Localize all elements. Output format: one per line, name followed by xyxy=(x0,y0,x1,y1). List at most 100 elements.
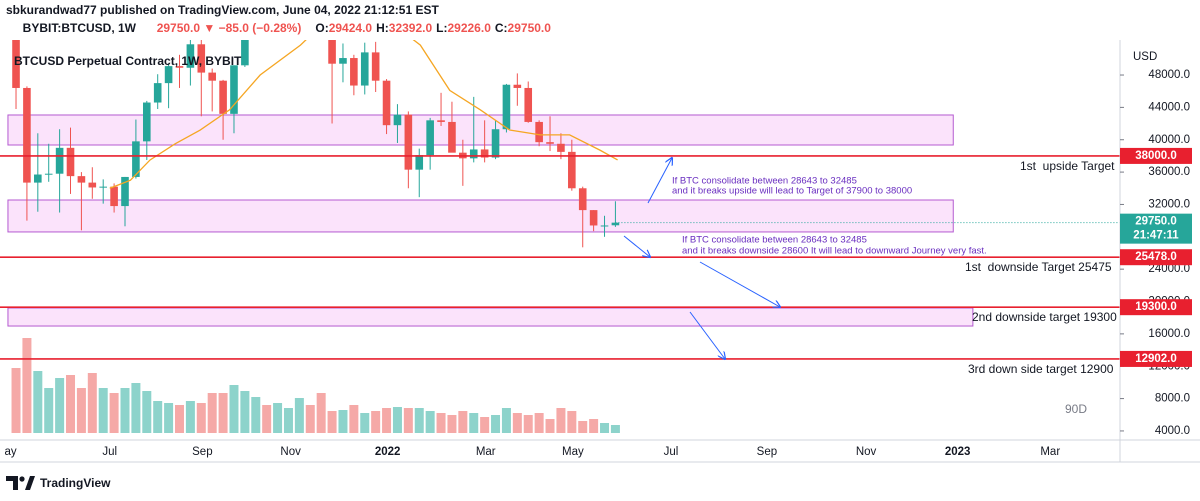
price-label: 29750.0 xyxy=(1135,216,1177,228)
price-pane xyxy=(7,40,974,433)
volume-bar xyxy=(382,408,392,433)
chart-title: BTCUSD Perpetual Contract, 1W, BYBIT xyxy=(14,54,242,68)
volume-bar xyxy=(371,411,381,433)
y-tick-label: 40000.0 xyxy=(1148,134,1190,146)
arrow xyxy=(647,158,672,204)
candle-body xyxy=(524,87,533,122)
volume-bar xyxy=(512,413,522,433)
volume-bar xyxy=(491,415,501,433)
candle-body xyxy=(77,176,86,183)
volume-bar xyxy=(55,378,65,433)
candle-body xyxy=(469,149,478,159)
candle-body xyxy=(568,151,576,189)
volume-bar xyxy=(87,373,97,433)
y-tick-label: 24000.0 xyxy=(1148,263,1190,275)
volume-bar xyxy=(360,413,370,433)
volume-bar xyxy=(131,383,141,433)
candle-body xyxy=(230,65,238,114)
volume-bar xyxy=(436,413,446,433)
candle-body xyxy=(328,40,336,64)
note: and it breaks upside will lead to Target… xyxy=(672,186,912,197)
brand: TradingView xyxy=(40,476,111,490)
x-tick-label: Nov xyxy=(856,446,877,458)
ohlc-value: 29750.0 xyxy=(508,21,552,35)
candle-body xyxy=(382,80,391,126)
volume-bar xyxy=(66,375,76,433)
volume-bar xyxy=(109,393,119,433)
volume-bar xyxy=(262,405,272,433)
y-axis-label: USD xyxy=(1133,51,1157,63)
candle-body xyxy=(175,66,184,68)
symbol-line: BYBIT:BTCUSD, 1W 29750.0 ▼ −85.0 (−0.28%… xyxy=(6,21,551,35)
arrow xyxy=(699,261,780,307)
candle-body xyxy=(23,87,31,183)
target-label: 1st upside Target xyxy=(1020,159,1115,173)
change: 29750.0 ▼ −85.0 (−0.28%) xyxy=(157,21,302,35)
volume-bar xyxy=(196,403,206,433)
volume-bar xyxy=(283,408,293,433)
candle-body xyxy=(197,44,206,73)
candle-body xyxy=(55,147,64,174)
x-tick-label: Mar xyxy=(1040,446,1060,458)
candle-body xyxy=(219,80,227,114)
volume-bar xyxy=(164,403,174,433)
candle-body xyxy=(491,129,500,158)
candle-body xyxy=(12,40,20,88)
candle-body xyxy=(426,120,434,156)
level-label: 19300.0 xyxy=(1135,301,1177,313)
candle-body xyxy=(153,83,162,103)
target-label: 3rd down side target 12900 xyxy=(968,362,1114,376)
x-tick-label: 2023 xyxy=(945,446,971,458)
x-tick-label: Jul xyxy=(102,446,117,458)
candle-body xyxy=(393,114,402,126)
candle-body xyxy=(110,186,118,207)
volume-bar xyxy=(610,425,620,433)
candle-body xyxy=(360,52,369,86)
candle-body xyxy=(371,52,380,81)
note: and it breaks downside 28600 It will lea… xyxy=(682,246,987,257)
candle-body xyxy=(339,58,347,64)
arrow xyxy=(689,311,725,359)
volume-bar xyxy=(153,401,163,433)
candle-body xyxy=(121,176,129,207)
candle-body xyxy=(404,114,413,170)
level-label: 25478.0 xyxy=(1135,251,1177,263)
volume-bar xyxy=(207,393,217,433)
volume-bar xyxy=(567,411,577,433)
zone xyxy=(7,307,974,327)
volume-bar xyxy=(273,403,283,433)
candle-body xyxy=(557,143,565,152)
candle-body xyxy=(578,188,587,211)
ohlc-value: 29226.0 xyxy=(447,21,491,35)
x-tick-label: Sep xyxy=(757,446,777,458)
candle-body xyxy=(513,84,522,88)
x-tick-label: ay xyxy=(4,446,16,458)
volume-bar xyxy=(11,368,21,433)
ohlc-key: O: xyxy=(315,21,328,35)
volume-period: 90D xyxy=(1065,402,1087,416)
ohlc-value: 29424.0 xyxy=(329,21,373,35)
zone xyxy=(7,199,954,233)
volume-bar xyxy=(251,397,261,433)
x-tick-label: May xyxy=(562,446,584,458)
level-tag xyxy=(1120,147,1192,164)
target-label: 1st downside Target 25475 xyxy=(965,260,1112,274)
volume-bar xyxy=(545,419,555,433)
volume-bar xyxy=(600,423,610,433)
candle-body xyxy=(611,222,620,226)
candle-body xyxy=(448,121,456,153)
y-tick-label: 4000.0 xyxy=(1155,425,1190,437)
volume-bar xyxy=(349,405,359,433)
symbol: BYBIT:BTCUSD, 1W xyxy=(23,21,137,35)
volume-bar xyxy=(142,391,152,433)
volume-bar xyxy=(316,393,326,433)
candle-body xyxy=(186,44,195,68)
candle-body xyxy=(415,155,424,170)
price-tag xyxy=(1120,213,1192,244)
ohlc-key: L: xyxy=(436,21,447,35)
ohlc-value: 32392.0 xyxy=(389,21,433,35)
volume-bar xyxy=(98,388,108,433)
candle-body xyxy=(99,186,108,188)
volume-bar xyxy=(218,393,228,433)
